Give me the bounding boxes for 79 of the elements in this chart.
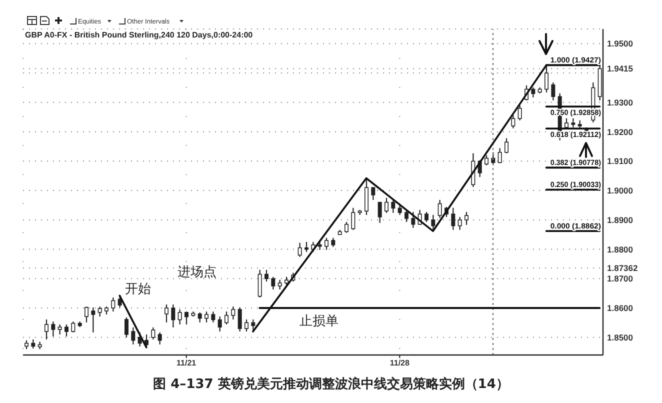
candlestick bbox=[351, 207, 356, 230]
candlestick bbox=[244, 318, 248, 332]
candlestick bbox=[98, 306, 102, 318]
y-tick-label: 1.87362 bbox=[607, 263, 638, 274]
candlestick bbox=[378, 201, 382, 224]
candlestick bbox=[484, 154, 488, 166]
candlestick bbox=[398, 204, 402, 216]
candlestick bbox=[218, 316, 222, 332]
candlestick bbox=[198, 312, 202, 323]
candlestick bbox=[178, 308, 182, 326]
candlestick bbox=[404, 209, 408, 223]
candlestick bbox=[91, 306, 96, 333]
candlestick bbox=[31, 338, 36, 350]
candlestick bbox=[551, 82, 556, 101]
candlestick bbox=[44, 318, 48, 340]
candlestick bbox=[158, 332, 162, 345]
candlestick bbox=[131, 326, 136, 345]
candlestick bbox=[498, 148, 502, 164]
candlestick bbox=[258, 269, 262, 298]
candlestick bbox=[451, 207, 456, 230]
candlestick bbox=[84, 306, 88, 323]
chart-title: GBP A0-FX - British Pound Sterling,240 120 Days,0:00-24:00 bbox=[25, 30, 254, 40]
candlestick bbox=[344, 221, 348, 234]
candlestick bbox=[411, 211, 416, 228]
y-tick-label: 1.9415 bbox=[607, 64, 634, 74]
candlestick bbox=[204, 310, 208, 323]
candlestick bbox=[278, 279, 282, 290]
candlestick bbox=[71, 320, 76, 333]
candlestick bbox=[324, 237, 328, 250]
candlestick bbox=[58, 324, 62, 335]
candlestick bbox=[518, 104, 522, 121]
candlestick bbox=[364, 178, 368, 216]
candlestick bbox=[458, 216, 462, 230]
candlestick bbox=[571, 118, 576, 128]
candlestick bbox=[531, 86, 536, 98]
candlestick bbox=[304, 241, 308, 252]
candlestick bbox=[438, 199, 442, 218]
candlestick bbox=[224, 310, 228, 326]
y-tick-label: 1.8800 bbox=[607, 244, 634, 254]
candlestick bbox=[464, 211, 468, 226]
y-tick-label: 1.8600 bbox=[607, 303, 634, 314]
annotation: 进场点 bbox=[178, 264, 216, 280]
candlestick bbox=[238, 306, 242, 332]
y-tick-label: 1.9200 bbox=[607, 126, 634, 137]
candlestick bbox=[171, 304, 176, 328]
candlestick bbox=[431, 214, 436, 232]
x-tick-label: 11/28 bbox=[390, 358, 410, 368]
candlestick bbox=[511, 114, 516, 129]
candlestick bbox=[64, 324, 68, 338]
candlestick bbox=[124, 316, 128, 338]
y-tick-label: 1.9000 bbox=[607, 186, 634, 196]
candlestick bbox=[384, 197, 388, 214]
candlestick bbox=[264, 269, 268, 282]
y-tick-label: 1.8900 bbox=[607, 214, 634, 225]
candlestick bbox=[371, 186, 376, 200]
candlestick bbox=[211, 310, 216, 323]
candlestick bbox=[51, 320, 56, 338]
annotation: 开始 bbox=[125, 282, 151, 296]
candlestick bbox=[298, 242, 302, 258]
candlestick bbox=[151, 326, 156, 340]
series-label: 止损单 bbox=[300, 314, 339, 330]
candlestick bbox=[164, 304, 168, 323]
candlestick bbox=[424, 211, 428, 223]
candlestick bbox=[504, 138, 508, 154]
caption: 图 4–137 英镑兑美元推动调整波浪中线交易策略实例（14） bbox=[153, 376, 509, 392]
candlestick bbox=[111, 296, 116, 312]
y-tick-label: 1.8700 bbox=[607, 274, 634, 284]
y-tick-label: 1.9300 bbox=[607, 97, 634, 108]
y-tick-label: 1.9100 bbox=[607, 156, 634, 166]
x-tick-label: 11/21 bbox=[176, 358, 197, 368]
candlestick bbox=[544, 64, 548, 93]
candlestick bbox=[391, 199, 396, 214]
y-tick-label: 1.9500 bbox=[607, 38, 634, 49]
candlestick bbox=[331, 237, 336, 248]
y-tick-label: 1.8500 bbox=[607, 332, 634, 342]
candlestick bbox=[271, 276, 276, 290]
candlestick bbox=[231, 306, 236, 320]
candlestick bbox=[184, 310, 188, 326]
candlestick bbox=[251, 318, 256, 332]
